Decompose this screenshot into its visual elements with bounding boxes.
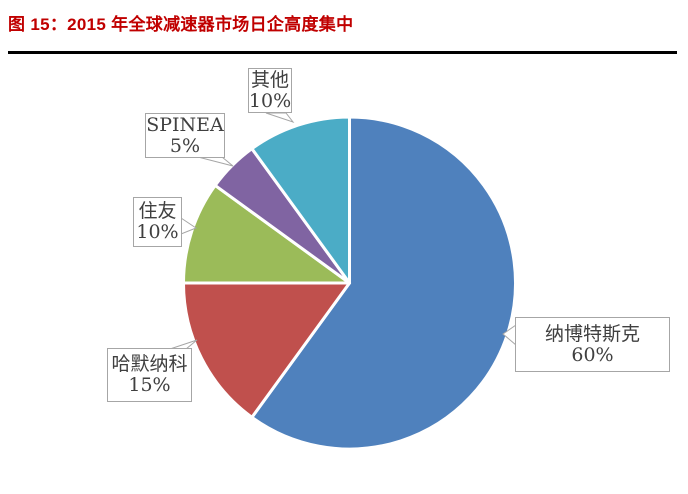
callout-pointer-spinea xyxy=(197,156,234,167)
callout-label-spinea: SPINEA 5% xyxy=(145,113,225,158)
slice-pct-others: 10% xyxy=(248,89,292,112)
callout-pointer-others xyxy=(265,112,295,123)
callout-label-sumitomo: 住友 10% xyxy=(133,197,182,247)
slice-name-sumitomo: 住友 xyxy=(138,200,177,222)
slice-pct-harmonic: 15% xyxy=(128,374,171,396)
pie-slices-group xyxy=(182,115,517,451)
pie-slice-sumitomo xyxy=(182,183,351,285)
pie-slice-harmonic xyxy=(182,281,351,419)
slice-pct-sumitomo: 10% xyxy=(136,221,179,243)
figure-title: 图 15：2015 年全球减速器市场日企高度集中 xyxy=(8,15,354,34)
callout-label-harmonic: 哈默纳科 15% xyxy=(107,348,192,402)
slice-name-spinea: SPINEA xyxy=(146,113,224,136)
slice-pct-nabtesco: 60% xyxy=(571,343,614,366)
figure-header: 图 15：2015 年全球减速器市场日企高度集中 xyxy=(0,0,688,56)
pie-slice-others xyxy=(250,115,351,285)
callout-label-nabtesco: 纳博特斯克 60% xyxy=(515,317,670,372)
slice-pct-spinea: 5% xyxy=(169,134,201,157)
title-underline xyxy=(8,51,677,54)
slice-name-harmonic: 哈默纳科 xyxy=(111,353,188,375)
slice-name-nabtesco: 纳博特斯克 xyxy=(544,322,640,345)
slice-name-others: 其他 xyxy=(250,68,289,91)
callout-label-others: 其他 10% xyxy=(248,68,292,113)
pie-chart-svg xyxy=(169,112,517,451)
pie-chart: 其他 10% SPINEA 5% 住友 10% 哈默纳科 15% 纳博特斯克 6… xyxy=(0,56,688,494)
